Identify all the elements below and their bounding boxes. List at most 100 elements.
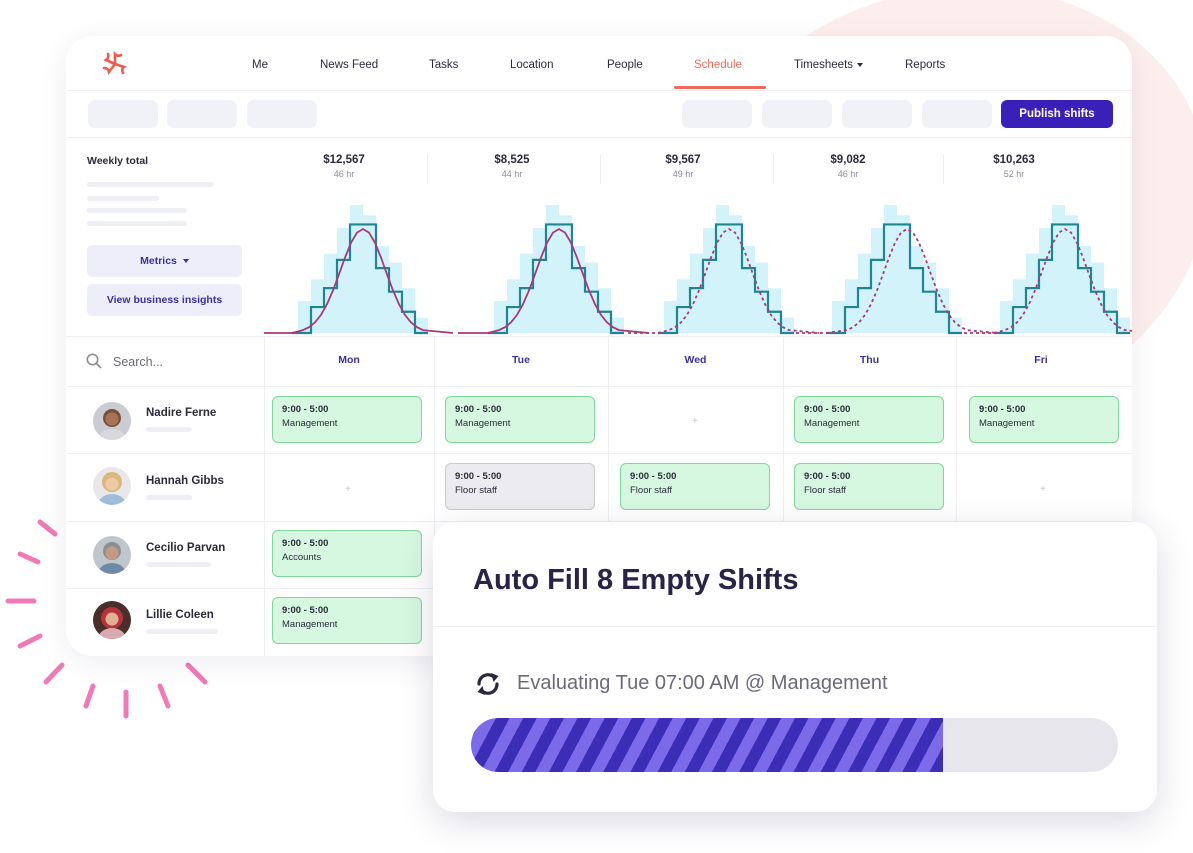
shift-card[interactable]: 9:00 - 5:00 Management xyxy=(445,396,595,443)
staffing-bar xyxy=(832,301,845,333)
staffing-bar xyxy=(742,245,755,333)
toolbar-placeholder-button[interactable] xyxy=(682,100,752,128)
staffing-bar xyxy=(1065,215,1078,333)
shift-card[interactable]: 9:00 - 5:00 Management xyxy=(272,396,422,443)
publish-shifts-button[interactable]: Publish shifts xyxy=(1001,100,1113,128)
nav-timesheets[interactable]: Timesheets xyxy=(794,59,864,71)
day-hours: 44 hr xyxy=(501,169,523,179)
employee-name: Nadire Ferne xyxy=(146,407,217,419)
add-shift-button[interactable]: + xyxy=(1040,484,1046,495)
metrics-dropdown-button[interactable]: Metrics xyxy=(87,245,242,277)
day-amount: $12,567 xyxy=(323,154,365,166)
nav-news-feed[interactable]: News Feed xyxy=(320,59,379,71)
divider xyxy=(600,154,601,184)
search-icon xyxy=(86,353,102,369)
shift-role: Floor staff xyxy=(804,485,847,496)
forecast-line xyxy=(964,227,1132,334)
day-hours: 46 hr xyxy=(333,169,355,179)
progress-bar-fill xyxy=(471,718,944,772)
staffing-bar xyxy=(897,215,910,333)
skeleton-line xyxy=(146,495,192,500)
toolbar-placeholder-button[interactable] xyxy=(88,100,158,128)
shift-card[interactable]: 9:00 - 5:00 Floor staff xyxy=(445,463,595,510)
staffing-bar xyxy=(546,205,559,333)
search-input[interactable]: Search... xyxy=(113,355,164,369)
staffing-bar xyxy=(324,253,337,333)
staffing-bar xyxy=(298,301,311,333)
day-stat-thu: $9,082 46 hr xyxy=(788,154,908,179)
nav-tasks[interactable]: Tasks xyxy=(429,59,459,71)
shift-role: Management xyxy=(979,418,1035,429)
day-header-wed: Wed xyxy=(684,354,707,366)
skeleton-line xyxy=(146,629,218,634)
weekly-total-label: Weekly total xyxy=(87,155,149,167)
shift-card[interactable]: 9:00 - 5:00 Floor staff xyxy=(794,463,944,510)
divider xyxy=(66,386,1132,387)
avatar xyxy=(93,601,131,639)
staffing-bar xyxy=(729,215,742,333)
staffing-bar xyxy=(1104,288,1117,333)
forecast-line xyxy=(458,227,650,334)
toolbar-placeholder-button[interactable] xyxy=(762,100,832,128)
shift-role: Management xyxy=(282,619,338,630)
divider xyxy=(943,154,944,184)
divider xyxy=(427,154,428,184)
staffing-bar xyxy=(533,228,546,333)
skeleton-line xyxy=(87,208,187,213)
nav-schedule[interactable]: Schedule xyxy=(694,59,742,71)
divider xyxy=(66,336,1132,337)
divider xyxy=(773,154,774,184)
forecast-line xyxy=(264,227,454,334)
nav-me[interactable]: Me xyxy=(252,59,268,71)
shift-time: 9:00 - 5:00 xyxy=(630,471,677,482)
toolbar-placeholder-button[interactable] xyxy=(842,100,912,128)
skeleton-line xyxy=(87,221,187,226)
shift-card[interactable]: 9:00 - 5:00 Floor staff xyxy=(620,463,770,510)
toolbar-placeholder-button[interactable] xyxy=(922,100,992,128)
day-amount: $9,082 xyxy=(830,154,866,166)
divider xyxy=(956,336,957,656)
view-business-insights-button[interactable]: View business insights xyxy=(87,284,242,316)
shift-time: 9:00 - 5:00 xyxy=(282,538,329,549)
avatar xyxy=(93,402,131,440)
day-header-tue: Tue xyxy=(512,354,530,366)
staffing-bar xyxy=(768,288,781,333)
nav-people[interactable]: People xyxy=(607,59,643,71)
day-stat-fri: $10,263 52 hr xyxy=(954,154,1074,179)
staffing-bar xyxy=(1000,301,1013,333)
employee-name: Hannah Gibbs xyxy=(146,475,224,487)
nav-reports[interactable]: Reports xyxy=(905,59,946,71)
logo-icon[interactable] xyxy=(102,51,128,77)
shift-role: Floor staff xyxy=(630,485,673,496)
day-stat-wed: $9,567 49 hr xyxy=(623,154,743,179)
shift-card[interactable]: 9:00 - 5:00 Management xyxy=(794,396,944,443)
caret-down-icon xyxy=(857,62,864,67)
divider xyxy=(433,626,1157,627)
staffing-bar xyxy=(781,317,794,333)
nav-location[interactable]: Location xyxy=(510,59,554,71)
shift-card[interactable]: 9:00 - 5:00 Management xyxy=(272,597,422,644)
add-shift-button[interactable]: + xyxy=(692,416,698,427)
staffing-bar xyxy=(415,317,428,333)
skeleton-line xyxy=(87,182,214,187)
day-stat-tue: $8,525 44 hr xyxy=(452,154,572,179)
shift-role: Management xyxy=(282,418,338,429)
toolbar-placeholder-button[interactable] xyxy=(247,100,317,128)
forecast-line xyxy=(796,227,998,334)
shift-time: 9:00 - 5:00 xyxy=(804,404,851,415)
scheduled-line xyxy=(826,223,962,335)
day-header-thu: Thu xyxy=(859,354,880,366)
shift-time: 9:00 - 5:00 xyxy=(804,471,851,482)
divider xyxy=(434,336,435,656)
staffing-bar xyxy=(1078,245,1091,333)
staffing-bar xyxy=(858,253,871,333)
skeleton-line xyxy=(146,427,192,432)
shift-card[interactable]: 9:00 - 5:00 Accounts xyxy=(272,530,422,577)
staffing-bar xyxy=(337,228,350,333)
progress-bar xyxy=(471,718,1118,772)
skeleton-line xyxy=(87,196,159,201)
add-shift-button[interactable]: + xyxy=(345,484,351,495)
shift-card[interactable]: 9:00 - 5:00 Management xyxy=(969,396,1119,443)
day-amount: $10,263 xyxy=(993,154,1035,166)
toolbar-placeholder-button[interactable] xyxy=(167,100,237,128)
